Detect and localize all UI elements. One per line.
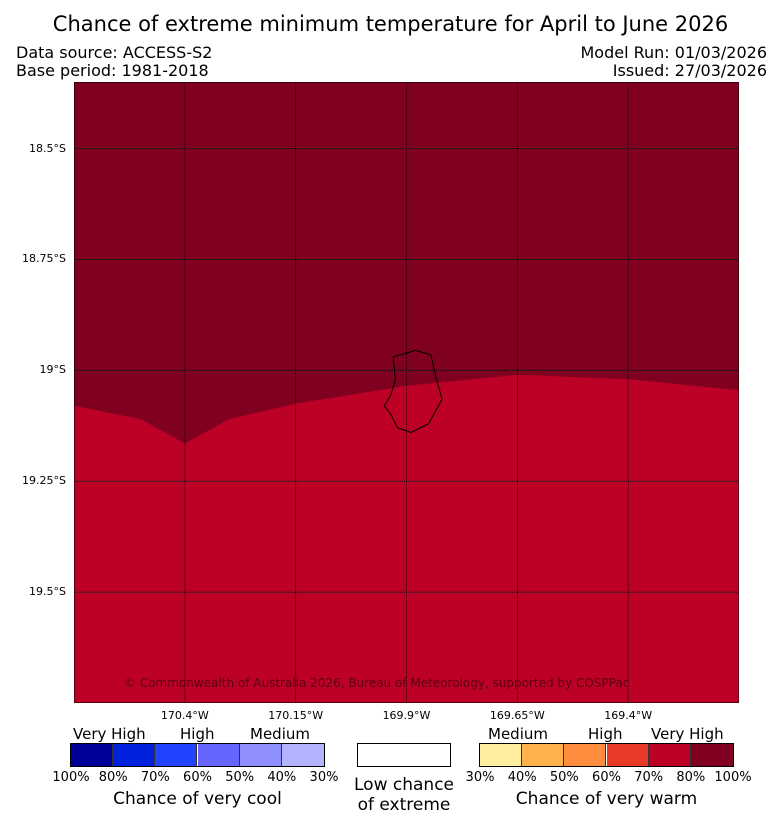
- cool-color-swatch: [281, 744, 324, 766]
- data-source: Data source: ACCESS-S2: [16, 43, 213, 62]
- cool-caption: Chance of very cool: [113, 789, 282, 809]
- cool-percent-label: 80%: [98, 770, 128, 785]
- warm-percent-label: 30%: [465, 770, 495, 785]
- chart-title: Chance of extreme minimum temperature fo…: [52, 12, 729, 36]
- lon-tick-label: 169.9°W: [382, 709, 431, 722]
- warm-color-swatch: [690, 744, 733, 766]
- warm-color-swatch: [606, 744, 649, 766]
- lat-tick-label: 19.25°S: [22, 474, 66, 488]
- cool-color-swatch: [197, 744, 240, 766]
- cool-color-swatch: [71, 744, 114, 766]
- lat-tick-label: 18.5°S: [29, 141, 66, 155]
- cool-tier-high: High: [180, 725, 215, 743]
- cool-percent-label: 40%: [267, 770, 297, 785]
- lon-tick-label: 169.65°W: [489, 709, 545, 722]
- issued-date: Issued: 27/03/2026: [612, 61, 767, 80]
- warm-tier-medium: Medium: [488, 725, 548, 743]
- neutral-caption-line2: of extreme: [357, 795, 451, 815]
- lon-tick-label: 170.4°W: [160, 709, 209, 722]
- cool-tier-very-high: Very High: [73, 725, 146, 743]
- warm-tier-very-high: Very High: [651, 725, 724, 743]
- warm-color-swatch: [648, 744, 691, 766]
- cool-percent-label: 70%: [140, 770, 170, 785]
- warm-percent-label: 70%: [634, 770, 664, 785]
- map-plot: [74, 82, 739, 703]
- lat-tick-label: 19°S: [39, 363, 66, 377]
- cool-percent-label: 30%: [309, 770, 339, 785]
- model-run: Model Run: 01/03/2026: [580, 43, 768, 62]
- graticule: [74, 82, 739, 703]
- warm-color-swatch: [522, 744, 565, 766]
- warm-tier-high: High: [588, 725, 623, 743]
- base-period: Base period: 1981-2018: [16, 61, 209, 80]
- cool-color-swatch: [155, 744, 198, 766]
- warm-percent-label: 100%: [714, 770, 752, 785]
- warm-percent-label: 60%: [592, 770, 621, 785]
- warm-color-swatch: [480, 744, 523, 766]
- warm-percent-label: 40%: [507, 770, 537, 785]
- lon-tick-label: 170.15°W: [268, 709, 324, 722]
- lat-tick-label: 19.5°S: [29, 585, 66, 599]
- cool-tier-medium: Medium: [250, 725, 310, 743]
- lat-tick-label: 18.75°S: [22, 252, 66, 266]
- neutral-colorbar: [357, 743, 451, 767]
- copyright-notice: © Commonwealth of Australia 2026, Bureau…: [124, 676, 630, 690]
- warm-caption: Chance of very warm: [515, 789, 698, 809]
- island-outline: [383, 349, 443, 433]
- warm-percent-label: 80%: [676, 770, 706, 785]
- warm-percent-label: 50%: [549, 770, 579, 785]
- lon-tick-label: 169.4°W: [604, 709, 653, 722]
- cool-percent-label: 100%: [52, 770, 90, 785]
- cool-percent-label: 50%: [225, 770, 255, 785]
- neutral-caption-line1: Low chance: [354, 775, 454, 795]
- cool-color-swatch: [239, 744, 282, 766]
- cool-colorbar: [70, 743, 325, 767]
- cool-percent-label: 60%: [183, 770, 212, 785]
- warm-color-swatch: [564, 744, 607, 766]
- cool-color-swatch: [113, 744, 156, 766]
- warm-colorbar: [479, 743, 734, 767]
